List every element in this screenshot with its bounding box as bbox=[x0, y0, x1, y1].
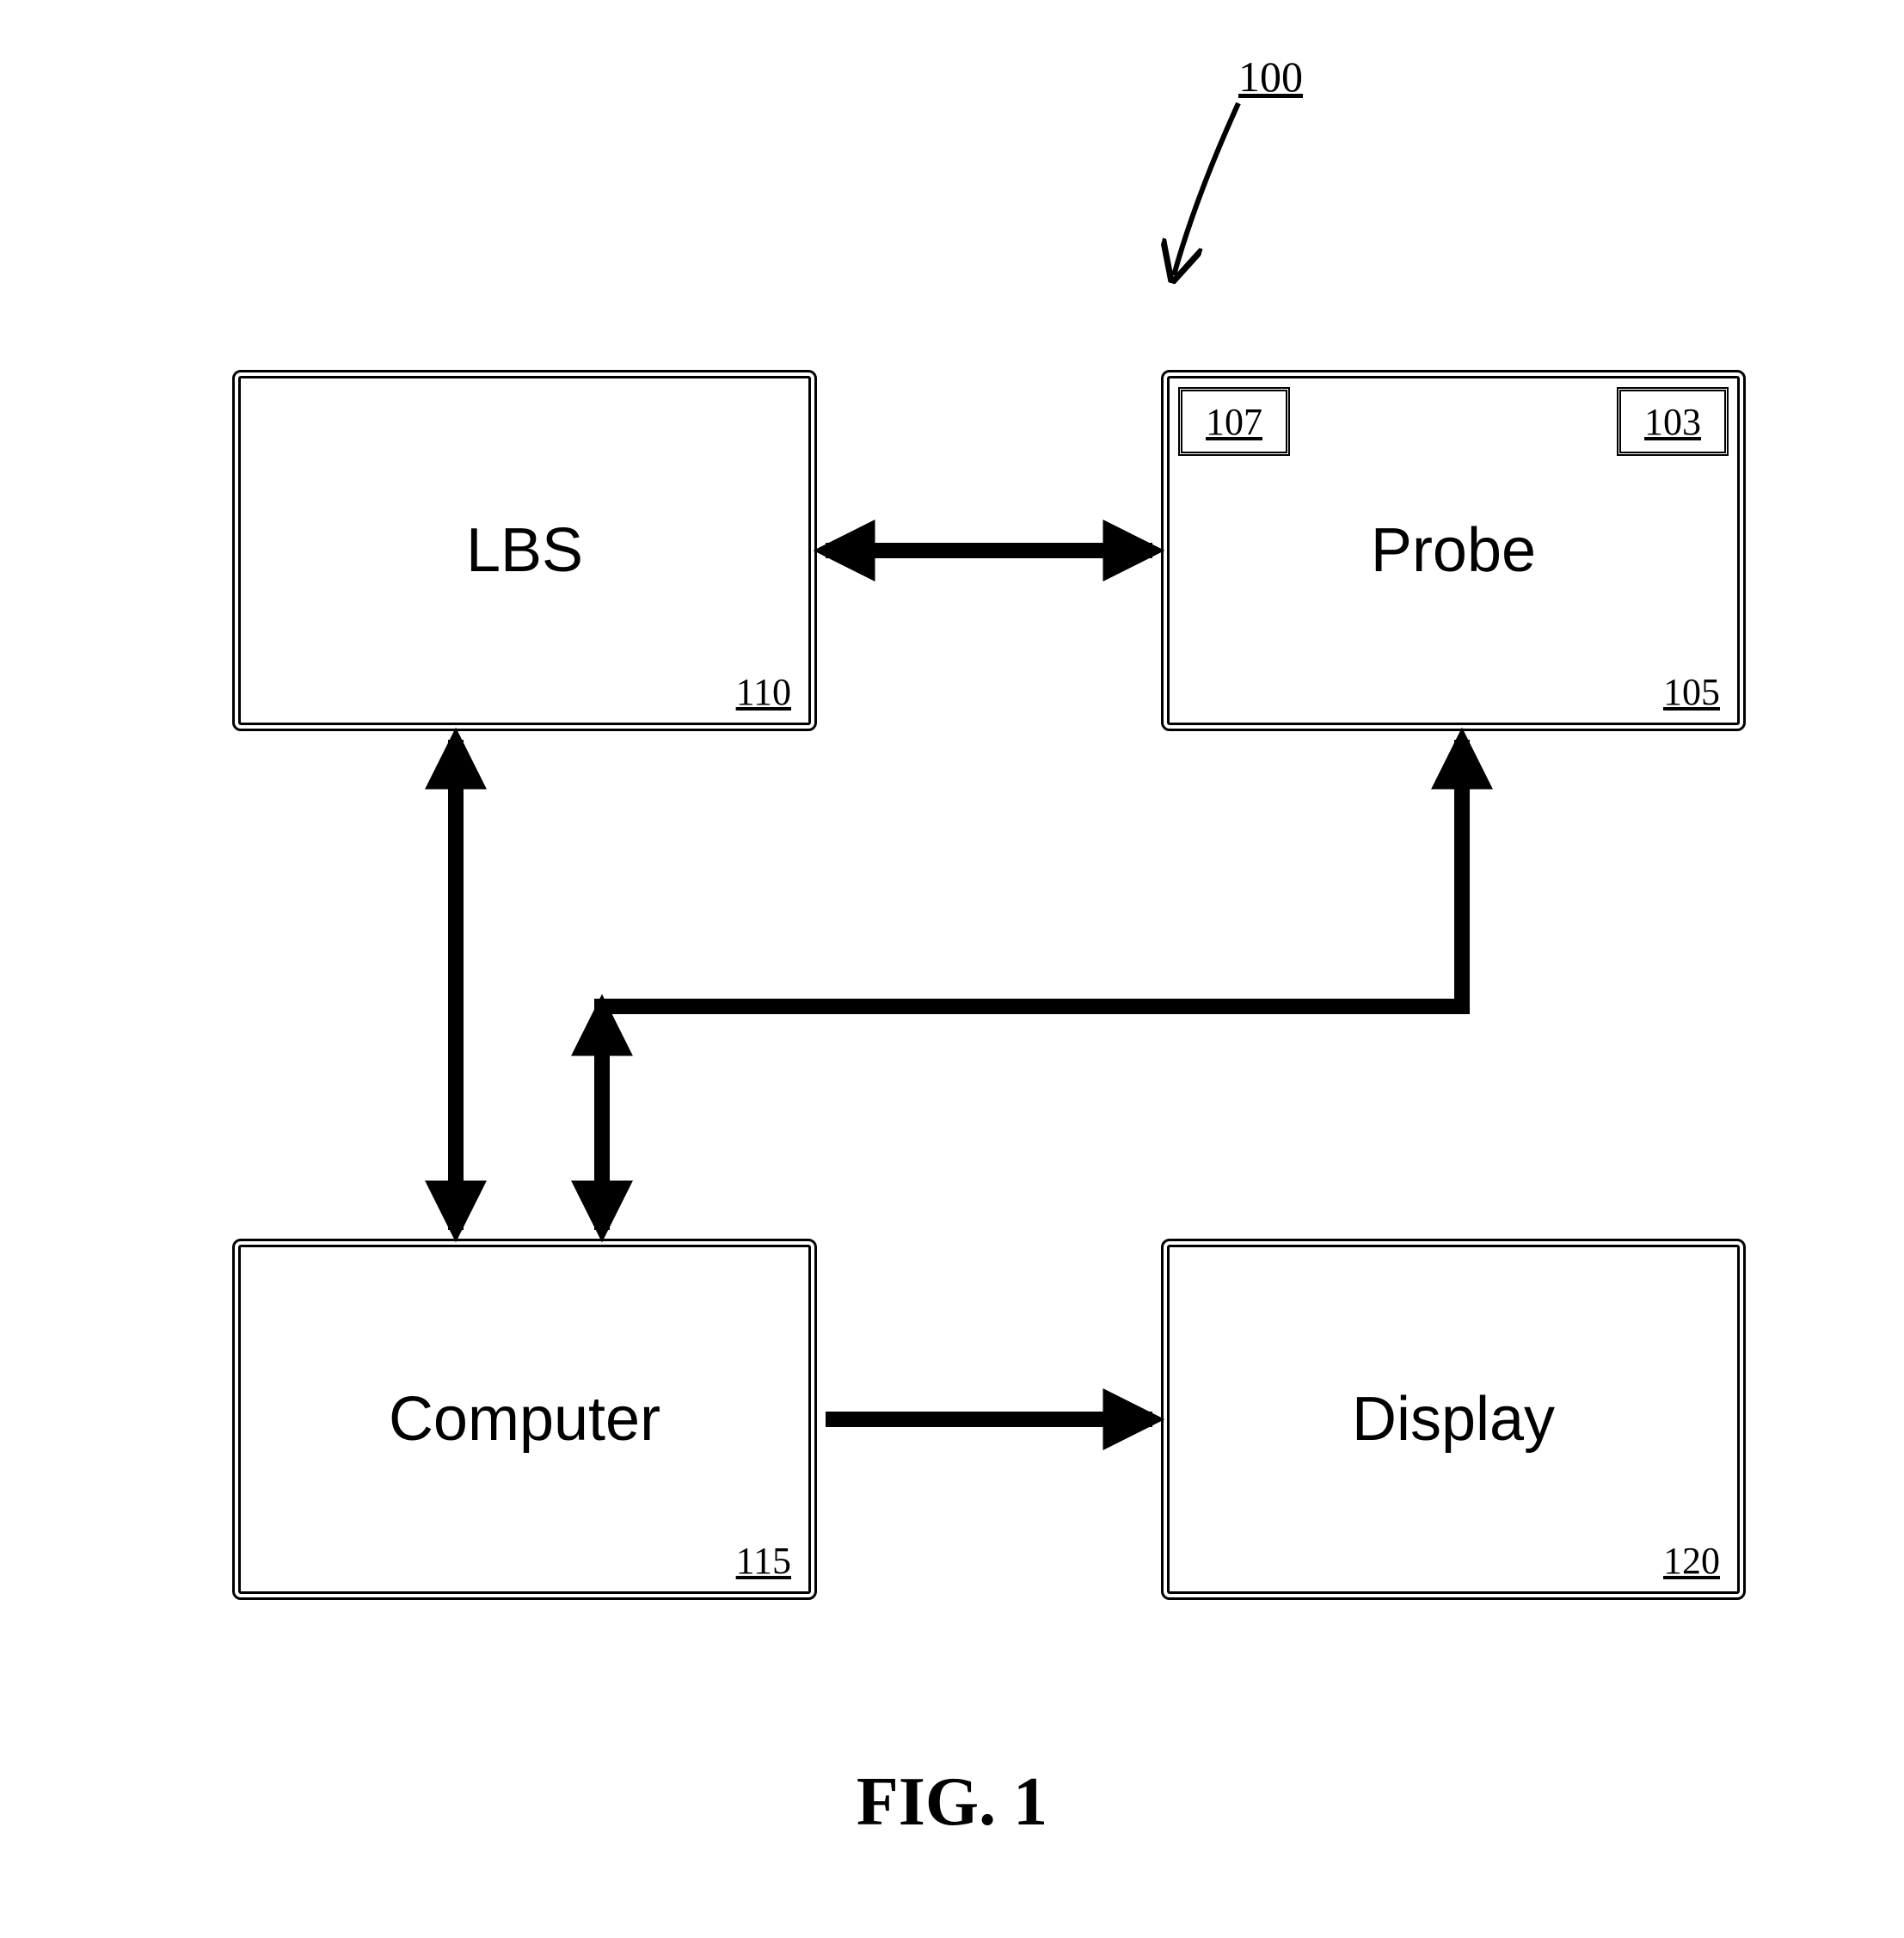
node-display: Display 120 bbox=[1161, 1239, 1746, 1600]
probe-inner-ref-107-label: 107 bbox=[1206, 400, 1262, 444]
node-display-label: Display bbox=[1352, 1384, 1555, 1455]
arrows-overlay bbox=[0, 0, 1904, 1938]
node-lbs-label: LBS bbox=[466, 515, 583, 586]
probe-inner-ref-107: 107 bbox=[1178, 387, 1290, 456]
node-lbs-ref: 110 bbox=[736, 670, 791, 714]
node-probe-ref: 105 bbox=[1663, 670, 1720, 714]
node-display-ref: 120 bbox=[1663, 1539, 1720, 1583]
node-probe-label: Probe bbox=[1371, 515, 1536, 586]
overall-reference: 100 bbox=[1238, 52, 1303, 102]
figure-caption: FIG. 1 bbox=[857, 1763, 1047, 1842]
probe-inner-ref-103: 103 bbox=[1617, 387, 1729, 456]
diagram-canvas: 100 LBS 110 Probe 105 107 103 Computer 1… bbox=[0, 0, 1904, 1938]
node-computer-label: Computer bbox=[389, 1384, 660, 1455]
curved-arrow-100 bbox=[1174, 103, 1238, 275]
node-computer-ref: 115 bbox=[736, 1539, 791, 1583]
node-lbs: LBS 110 bbox=[232, 370, 817, 731]
node-probe: Probe 105 107 103 bbox=[1161, 370, 1746, 731]
node-computer: Computer 115 bbox=[232, 1239, 817, 1600]
probe-inner-ref-103-label: 103 bbox=[1644, 400, 1701, 444]
